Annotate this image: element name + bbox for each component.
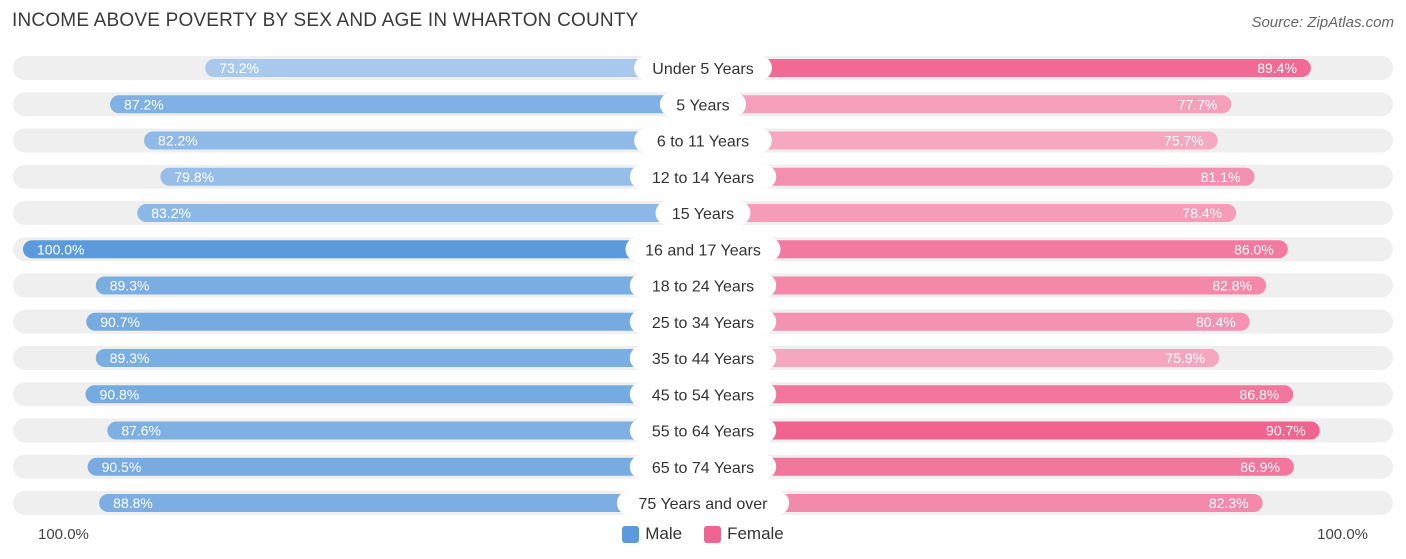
bar-female [703,421,1320,440]
legend-swatch-female [704,525,722,543]
bar-female [703,167,1255,186]
data-label-male: 83.2% [151,205,191,221]
data-label-female: 80.4% [1196,314,1236,330]
bar-female [703,240,1288,259]
legend-label-male: Male [645,524,683,543]
bar-female [703,457,1294,476]
category-label: 65 to 74 Years [652,460,754,477]
bar-male [86,312,704,331]
bar-male [99,494,703,512]
bar-female [703,385,1294,404]
category-label: 6 to 11 Years [657,134,749,151]
bar-female [703,349,1220,367]
category-label: 16 and 17 Years [645,242,761,259]
bar-chart: 73.2% 89.4% Under 5 Years 87.2% 77.7% 5 Years… [13,56,1393,515]
category-pill [629,454,777,479]
category-pill [625,237,781,262]
data-label-male: 82.2% [158,133,198,149]
category-label: 18 to 24 Years [652,279,754,296]
data-label-male: 100.0% [37,241,84,257]
bar-female [703,204,1237,222]
category-label: Under 5 Years [652,61,753,78]
data-label-female: 82.3% [1209,495,1249,511]
legend-item-female: Female [704,524,784,544]
data-label-female: 78.4% [1182,205,1222,221]
legend: Male Female [0,524,1406,544]
category-pill [634,128,772,153]
data-label-female: 86.8% [1240,386,1280,402]
category-label: 25 to 34 Years [652,315,754,332]
bar-male [95,349,703,367]
category-pill [629,164,777,189]
bar-male [205,59,704,77]
bar-female [703,276,1267,295]
category-pill [659,92,747,117]
bar-male [144,131,704,150]
data-label-male: 89.3% [110,350,150,366]
axis-left-label: 100.0% [38,526,89,543]
data-label-male: 87.2% [124,96,164,112]
bar-male [23,240,703,259]
bar-male [110,95,704,114]
bar-female [703,95,1232,114]
legend-swatch-male [622,525,640,543]
category-label: 5 Years [676,97,729,114]
bar-male [160,167,704,186]
data-label-female: 75.9% [1165,350,1205,366]
data-label-male: 87.6% [121,423,161,439]
data-label-male: 88.8% [113,495,153,511]
bar-female [703,131,1218,150]
category-pill [655,201,751,225]
bar-male [87,457,704,476]
category-label: 75 Years and over [639,496,769,513]
data-label-male: 90.8% [100,386,140,402]
category-pill [616,491,790,515]
category-label: 12 to 14 Years [652,170,754,187]
category-label: 45 to 54 Years [652,387,754,404]
data-label-female: 90.7% [1266,423,1306,439]
category-pill [629,382,777,407]
category-label: 55 to 64 Years [652,424,754,441]
data-label-female: 86.9% [1240,459,1280,475]
data-label-male: 90.7% [100,314,140,330]
bar-female [703,494,1263,512]
axis-right-label: 100.0% [1317,526,1368,543]
category-pill [629,346,777,370]
data-label-female: 77.7% [1178,96,1218,112]
source-credit: Source: ZipAtlas.com [1251,14,1394,31]
bar-female [703,312,1250,331]
bar-male [107,421,703,440]
bar-male [137,204,704,222]
bar-female [703,59,1311,77]
data-label-female: 75.7% [1164,133,1204,149]
data-label-male: 90.5% [102,459,142,475]
category-label: 35 to 44 Years [652,351,754,368]
chart-title: INCOME ABOVE POVERTY BY SEX AND AGE IN W… [12,10,639,31]
bar-male [95,276,703,295]
data-label-female: 81.1% [1201,169,1241,185]
category-pill [629,273,777,298]
category-label: 15 Years [672,206,734,223]
data-label-female: 86.0% [1234,241,1274,257]
data-label-male: 79.8% [174,169,214,185]
category-pill [629,418,777,443]
category-pill [629,309,777,334]
legend-item-male: Male [622,524,682,544]
bar-male [85,385,703,404]
data-label-male: 89.3% [110,278,150,294]
data-label-female: 82.8% [1212,278,1252,294]
data-label-female: 89.4% [1257,60,1297,76]
legend-label-female: Female [727,524,784,543]
category-pill [634,56,772,80]
data-label-male: 73.2% [219,60,259,76]
